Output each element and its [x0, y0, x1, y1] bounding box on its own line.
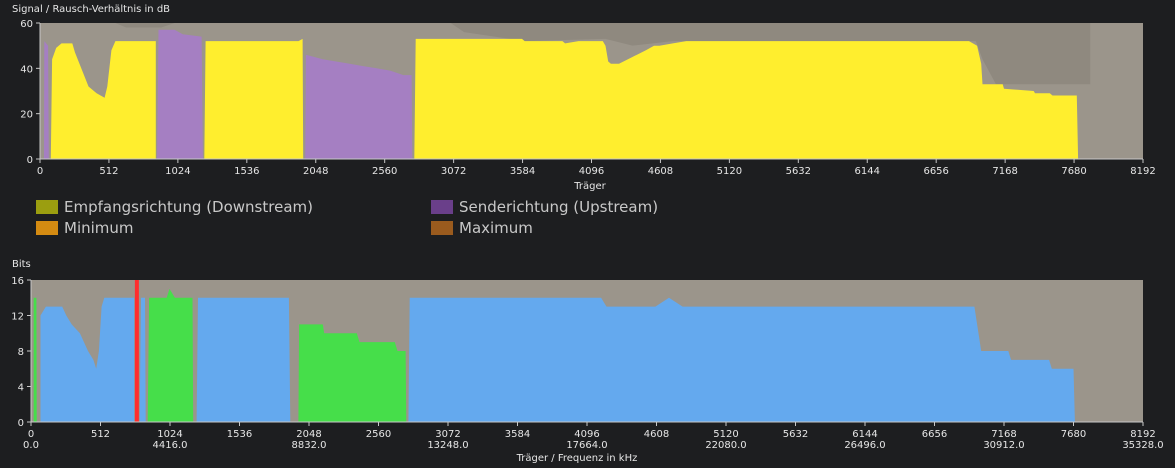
x-tick-label: 3072	[435, 429, 460, 440]
x-frequency-tick-label: 4416.0	[153, 440, 188, 451]
legend-minimum-swatch	[36, 221, 58, 235]
downstream-area-segment-3	[408, 297, 1075, 422]
legend-downstream-swatch	[36, 200, 58, 214]
x-tick-label: 5120	[717, 166, 742, 177]
x-frequency-tick-label: 35328.0	[1122, 440, 1163, 451]
x-tick-label: 7680	[1061, 166, 1086, 177]
y-tick-label: 8	[18, 347, 24, 358]
x-tick-label: 7680	[1061, 429, 1086, 440]
current-position-marker	[134, 280, 139, 422]
downstream-area-segment-0	[50, 41, 156, 159]
x-tick-label: 4608	[648, 166, 673, 177]
x-tick-label: 8192	[1130, 429, 1155, 440]
x-tick-label: 6144	[855, 166, 880, 177]
x-tick-label: 5632	[783, 429, 808, 440]
x-tick-label: 3072	[441, 166, 466, 177]
upstream-area-segment-1	[147, 288, 194, 422]
x-tick-label: 7168	[992, 166, 1017, 177]
upstream-area-segment-2	[298, 324, 407, 422]
legend-maximum-swatch	[431, 221, 453, 235]
legend-minimum-label: Minimum	[64, 219, 134, 237]
x-tick-label: 2560	[366, 429, 391, 440]
x-tick-label: 4096	[574, 429, 599, 440]
bits-chart: Bits 0 4 8 12 16 0 512 1024 1536 2048 2560 3072 3584…	[11, 259, 1163, 464]
legend-upstream-label: Senderichtung (Upstream)	[459, 198, 659, 216]
downstream-area-segment-2	[196, 297, 291, 422]
x-tick-label: 6656	[923, 166, 948, 177]
x-frequency-tick-label: 30912.0	[983, 440, 1024, 451]
downstream-area-segment-1	[204, 38, 304, 159]
x-tick-label: 6144	[852, 429, 877, 440]
y-tick-label: 4	[18, 383, 24, 394]
legend-downstream-label: Empfangsrichtung (Downstream)	[64, 198, 313, 216]
legend-upstream: Senderichtung (Upstream)	[431, 198, 658, 216]
bits-chart-title: Bits	[12, 259, 31, 270]
x-tick-label: 5632	[786, 166, 811, 177]
x-tick-label: 1024	[165, 166, 190, 177]
upstream-area-segment-1	[157, 29, 203, 159]
x-tick-label: 7168	[991, 429, 1016, 440]
downstream-area-segment-1	[139, 297, 146, 422]
y-tick-label: 12	[11, 312, 24, 323]
x-tick-label: 1024	[157, 429, 182, 440]
x-tick-label: 4608	[644, 429, 669, 440]
x-tick-label: 3584	[510, 166, 535, 177]
x-frequency-tick-label: 8832.0	[292, 440, 327, 451]
x-frequency-tick-label: 17664.0	[566, 440, 607, 451]
y-tick-label: 20	[20, 110, 33, 121]
max-envelope-area	[40, 23, 1143, 85]
y-tick-label: 60	[20, 19, 33, 30]
x-tick-label: 512	[91, 429, 110, 440]
snr-x-axis-label: Träger	[573, 181, 606, 192]
legend-minimum: Minimum	[36, 219, 134, 237]
snr-plot-area: 0 20 40 60 0 512 1024 1536 2048 2560 3072 3584 4096 4…	[20, 19, 1155, 177]
x-tick-label: 2560	[372, 166, 397, 177]
x-tick-label: 5120	[713, 429, 738, 440]
x-tick-label: 0	[28, 429, 34, 440]
x-frequency-tick-label: 13248.0	[427, 440, 468, 451]
snr-chart-title: Signal / Rausch-Verhältnis in dB	[12, 4, 170, 15]
x-tick-label: 8192	[1130, 166, 1155, 177]
x-tick-label: 0	[37, 166, 43, 177]
snr-chart: Signal / Rausch-Verhältnis in dB 0 20 40 60…	[12, 4, 1156, 192]
legend-downstream: Empfangsrichtung (Downstream)	[36, 198, 313, 216]
x-tick-label: 2048	[296, 429, 321, 440]
legend-maximum: Maximum	[431, 219, 533, 237]
legend-upstream-swatch	[431, 200, 453, 214]
y-tick-label: 40	[20, 64, 33, 75]
x-frequency-tick-label: 26496.0	[844, 440, 885, 451]
bits-x-axis-label: Träger / Frequenz in kHz	[516, 453, 638, 464]
x-tick-label: 1536	[227, 429, 252, 440]
x-tick-label: 4096	[579, 166, 604, 177]
x-frequency-tick-label: 22080.0	[705, 440, 746, 451]
upstream-area-segment-2	[305, 54, 413, 160]
upstream-area-segment-0	[44, 41, 49, 159]
bits-plot-area: 0 4 8 12 16 0 512 1024 1536 2048 2560 3072 3584 4096 4…	[11, 276, 1163, 451]
x-tick-label: 512	[99, 166, 118, 177]
x-tick-label: 3584	[505, 429, 530, 440]
downstream-area-segment-0	[40, 297, 135, 422]
x-tick-label: 1536	[234, 166, 259, 177]
x-tick-label: 2048	[303, 166, 328, 177]
y-tick-label: 0	[27, 155, 33, 166]
x-frequency-tick-label: 0.0	[23, 440, 39, 451]
x-tick-label: 6656	[922, 429, 947, 440]
upstream-area-segment-0	[33, 297, 37, 422]
legend-maximum-label: Maximum	[459, 219, 533, 237]
downstream-area-segment-2	[414, 38, 1079, 159]
y-tick-label: 16	[11, 276, 24, 287]
y-tick-label: 0	[18, 418, 24, 429]
